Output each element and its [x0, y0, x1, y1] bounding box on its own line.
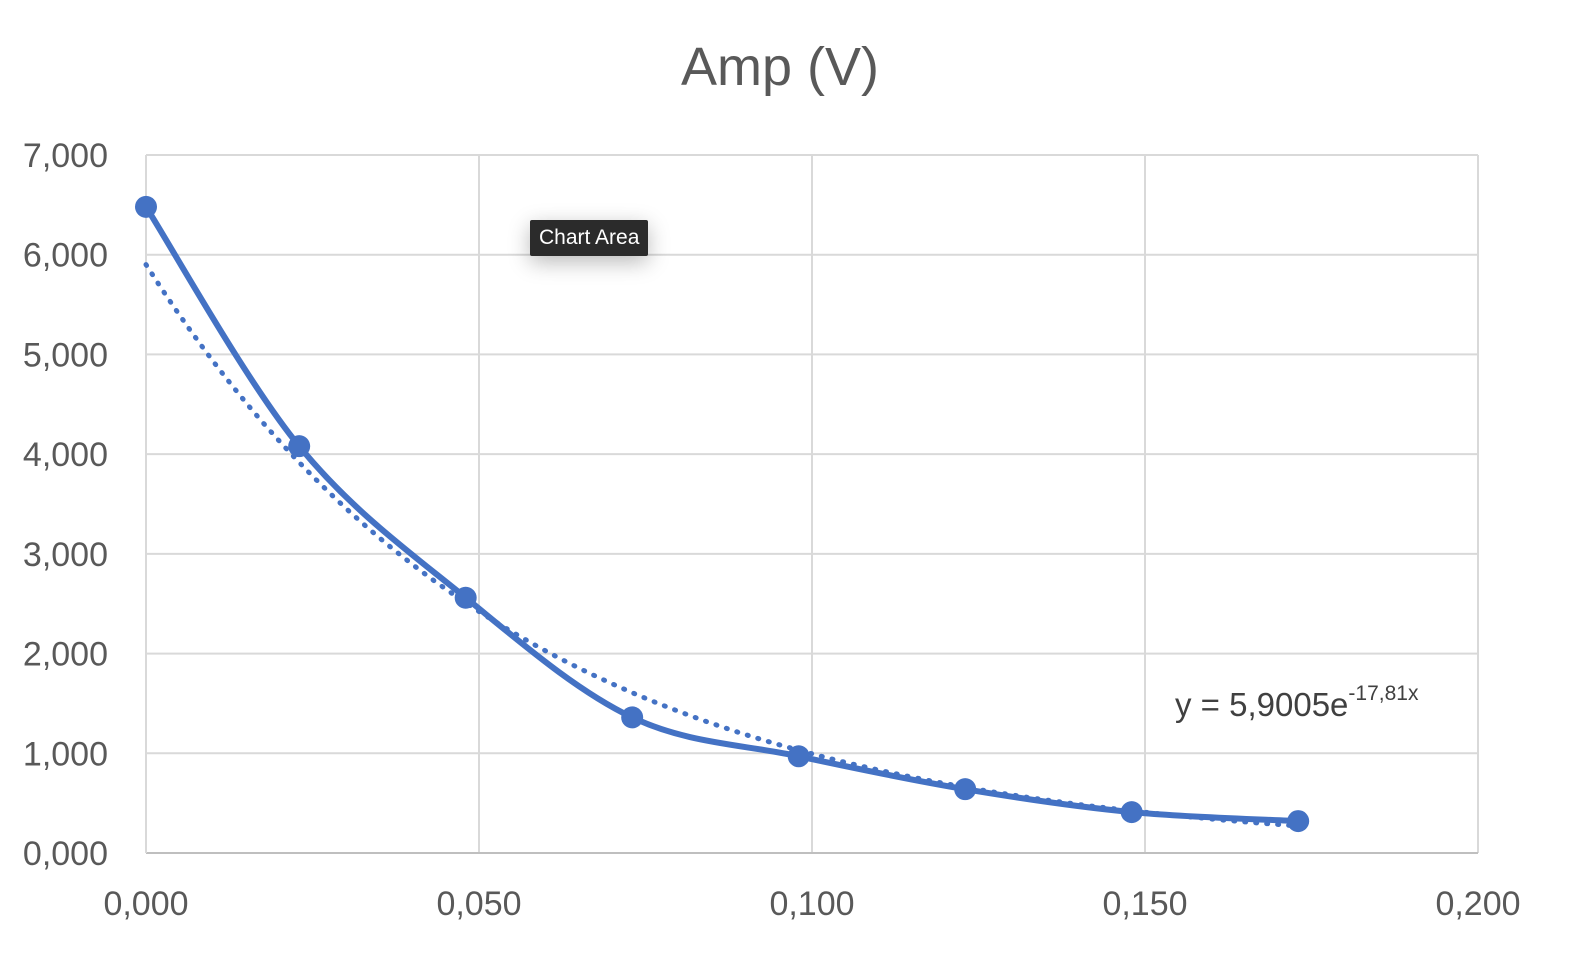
data-point[interactable]: [1287, 810, 1310, 833]
y-tick-label: 3,000: [23, 536, 108, 574]
x-tick-label: 0,200: [1435, 885, 1520, 923]
y-tick-label: 6,000: [23, 237, 108, 275]
x-tick-label: 0,100: [769, 885, 854, 923]
tick-labels: 0,000 1,000 2,000 3,000 4,000 5,000 6,000 7,000…: [23, 137, 1521, 923]
trendline-equation[interactable]: y = 5,9005e-17,81x: [1175, 682, 1419, 723]
axes: [145, 155, 1478, 854]
y-tick-label: 0,000: [23, 835, 108, 873]
data-point[interactable]: [787, 745, 810, 768]
y-tick-label: 1,000: [23, 735, 108, 773]
y-tick-label: 4,000: [23, 436, 108, 474]
series-line[interactable]: [143, 203, 1302, 825]
data-point[interactable]: [621, 706, 644, 729]
x-tick-label: 0,150: [1102, 885, 1187, 923]
chart-area-tooltip: Chart Area: [530, 220, 649, 256]
series-layer[interactable]: [135, 195, 1310, 833]
x-tick-label: 0,000: [103, 885, 188, 923]
chart-title: Amp (V): [681, 37, 879, 97]
data-point[interactable]: [954, 778, 977, 801]
data-point[interactable]: [135, 195, 157, 218]
data-point[interactable]: [454, 586, 477, 609]
y-tick-label: 5,000: [23, 336, 108, 374]
y-tick-label: 2,000: [23, 636, 108, 674]
x-tick-label: 0,050: [436, 885, 521, 923]
trendline-equation-main: y = 5,9005e: [1175, 686, 1348, 723]
y-tick-label: 7,000: [23, 137, 108, 175]
data-point[interactable]: [1120, 801, 1143, 824]
trendline-equation-exponent: -17,81x: [1348, 682, 1419, 705]
grid-lines: [146, 154, 1479, 853]
data-point[interactable]: [288, 435, 311, 458]
